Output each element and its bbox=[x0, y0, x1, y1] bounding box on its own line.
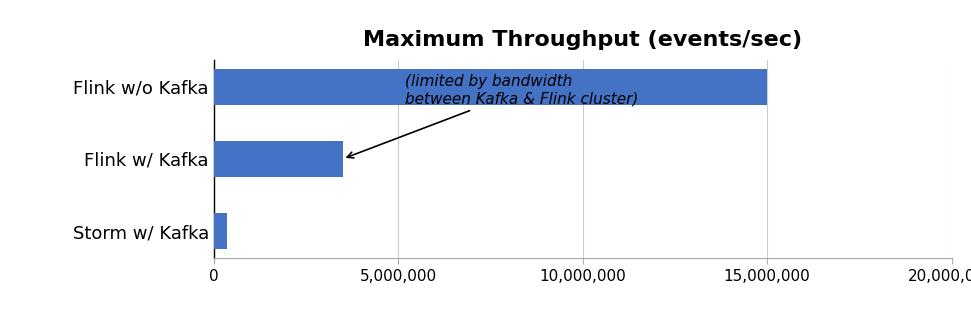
Bar bbox=[214, 141, 343, 177]
Title: Maximum Throughput (events/sec): Maximum Throughput (events/sec) bbox=[363, 30, 802, 50]
Text: (limited by bandwidth
between Kafka & Flink cluster): (limited by bandwidth between Kafka & Fl… bbox=[347, 74, 639, 158]
Bar bbox=[214, 213, 226, 249]
Bar bbox=[214, 69, 767, 105]
